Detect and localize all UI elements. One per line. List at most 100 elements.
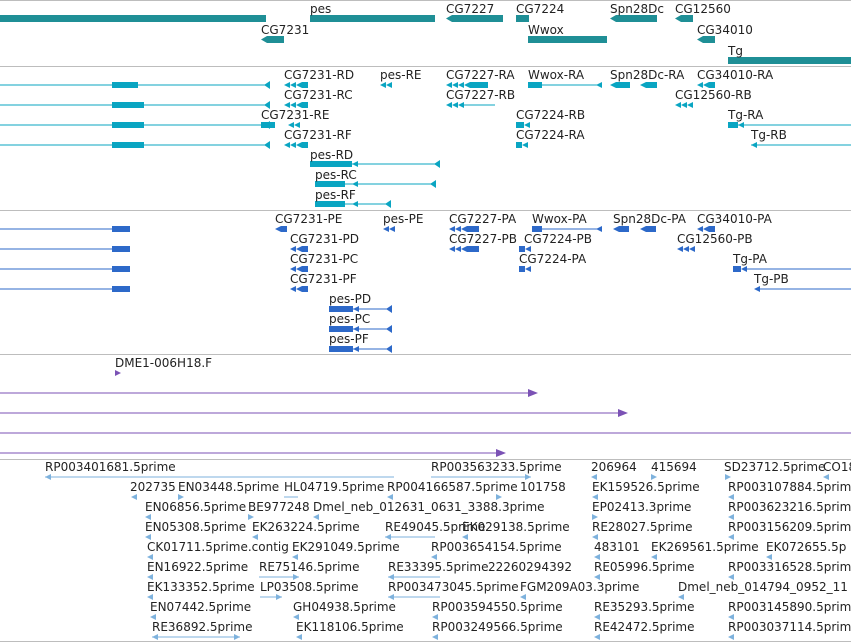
est-label[interactable]: RP003401681.5prime — [45, 460, 176, 474]
est-label[interactable]: EK072655.5p — [766, 540, 847, 554]
est-label[interactable]: EN05308.5prime — [145, 520, 247, 534]
est-label[interactable]: HL04719.5prime — [284, 480, 385, 494]
est-label[interactable]: RE33395.5prime — [388, 560, 489, 574]
est-label[interactable]: RE42472.5prime — [594, 620, 695, 634]
est-label[interactable]: EK159526.5prime — [592, 480, 700, 494]
est-label[interactable]: RP003249566.5prime — [432, 620, 563, 634]
gene-glyph[interactable] — [697, 36, 715, 43]
transcript-label[interactable]: pes-RD — [310, 148, 354, 162]
gene-label[interactable]: CG34010 — [697, 23, 753, 37]
est-label[interactable]: EK263224.5prime — [252, 520, 360, 534]
polypeptide-label[interactable]: CG34010-PA — [697, 212, 772, 226]
polypeptide-label[interactable]: CG7224-PA — [519, 252, 587, 266]
est-label[interactable]: EN16922.5prime — [147, 560, 249, 574]
est-label[interactable]: RE05996.5prime — [594, 560, 695, 574]
est-label[interactable]: RP003037114.5prime — [728, 620, 851, 634]
est-label[interactable]: 22260294392 — [488, 560, 572, 574]
clone-label[interactable]: DME1-006H18.F — [115, 356, 213, 370]
polypeptide-label[interactable]: pes-PC — [329, 312, 371, 326]
transcript-label[interactable]: CG7227-RB — [446, 88, 516, 102]
est-label[interactable]: RE75146.5prime — [259, 560, 360, 574]
polypeptide-label[interactable]: Tg-PB — [754, 272, 789, 286]
gene-label[interactable]: CG7231 — [261, 23, 310, 37]
gene-label[interactable]: Tg — [728, 44, 743, 58]
est-label[interactable]: EK291049.5prime — [292, 540, 400, 554]
transcript-label[interactable]: pes-RC — [315, 168, 357, 182]
est-label[interactable]: CK01711.5prime.contig — [147, 540, 289, 554]
polypeptide-label[interactable]: CG7231-PF — [290, 272, 357, 286]
gene-glyph[interactable] — [261, 36, 284, 43]
est-label[interactable]: RP003594550.5prime — [432, 600, 563, 614]
transcript-label[interactable]: CG12560-RB — [675, 88, 752, 102]
transcript-label[interactable]: pes-RE — [380, 68, 422, 82]
transcript-label[interactable]: Wwox-RA — [528, 68, 585, 82]
est-label[interactable]: SD23712.5prime — [724, 460, 826, 474]
gene-glyph[interactable] — [675, 15, 693, 22]
est-label[interactable]: EK133352.5prime — [147, 580, 255, 594]
polypeptide-label[interactable]: pes-PD — [329, 292, 372, 306]
est-label[interactable]: BE977248 — [248, 500, 310, 514]
est-label[interactable]: 202735 — [130, 480, 176, 494]
gene-glyph[interactable] — [446, 15, 503, 22]
est-label[interactable]: Dmel_neb_014794_0952_11 — [678, 580, 848, 594]
est-label[interactable]: RP003473045.5prime — [388, 580, 519, 594]
est-label[interactable]: 415694 — [651, 460, 697, 474]
gene-label[interactable]: Spn28Dc — [610, 2, 664, 16]
est-label[interactable]: EN03448.5prime — [178, 480, 280, 494]
transcript-label[interactable]: CG7224-RA — [516, 128, 585, 142]
transcript-label[interactable]: CG34010-RA — [697, 68, 774, 82]
est-label[interactable]: Dmel_neb_012631_0631_3388.3prime — [313, 500, 545, 514]
polypeptide-label[interactable]: CG7224-PB — [524, 232, 593, 246]
gene-label[interactable]: Wwox — [528, 23, 564, 37]
polypeptide-label[interactable]: CG7227-PB — [449, 232, 518, 246]
transcript-label[interactable]: Spn28Dc-RA — [610, 68, 685, 82]
est-label[interactable]: RE28027.5prime — [592, 520, 693, 534]
transcript-label[interactable]: CG7227-RA — [446, 68, 515, 82]
gene-glyph[interactable] — [516, 15, 529, 22]
est-label[interactable]: RP003316528.5prime — [728, 560, 851, 574]
polypeptide-label[interactable]: CG7231-PC — [290, 252, 359, 266]
est-label[interactable]: RE36892.5prime — [152, 620, 253, 634]
polypeptide-label[interactable]: Tg-PA — [733, 252, 767, 266]
gene-label[interactable]: CG7227 — [446, 2, 495, 16]
polypeptide-label[interactable]: CG12560-PB — [677, 232, 753, 246]
est-label[interactable]: RP003563233.5prime — [431, 460, 562, 474]
est-label[interactable]: EK269561.5prime — [651, 540, 759, 554]
transcript-label[interactable]: CG7231-RD — [284, 68, 355, 82]
est-label[interactable]: RP003623216.5prime — [728, 500, 851, 514]
gene-glyph[interactable] — [610, 15, 657, 22]
est-label[interactable]: RE49045.5prime — [385, 520, 486, 534]
transcript-label[interactable]: CG7224-RB — [516, 108, 586, 122]
est-label[interactable]: RE35293.5prime — [594, 600, 695, 614]
gene-glyph[interactable] — [728, 57, 851, 64]
transcript-label[interactable]: pes-RF — [315, 188, 356, 202]
gene-glyph[interactable] — [310, 15, 435, 22]
est-label[interactable]: EK118106.5prime — [296, 620, 404, 634]
est-label[interactable]: RP003107884.5prime — [728, 480, 851, 494]
polypeptide-label[interactable]: Spn28Dc-PA — [613, 212, 686, 226]
est-label[interactable]: GH04938.5prime — [293, 600, 396, 614]
est-label[interactable]: 483101 — [594, 540, 640, 554]
gene-label[interactable]: CG7224 — [516, 2, 565, 16]
transcript-label[interactable]: CG7231-RE — [261, 108, 330, 122]
transcript-label[interactable]: Tg-RA — [728, 108, 764, 122]
est-label[interactable]: EN06856.5prime — [145, 500, 247, 514]
transcript-label[interactable]: CG7231-RC — [284, 88, 353, 102]
est-label[interactable]: EN07442.5prime — [150, 600, 252, 614]
transcript-label[interactable]: Tg-RB — [751, 128, 787, 142]
gene-label[interactable]: pes — [310, 2, 332, 16]
est-label[interactable]: LP03508.5prime — [260, 580, 359, 594]
est-label[interactable]: EP02413.3prime — [592, 500, 692, 514]
transcript-label[interactable]: CG7231-RF — [284, 128, 352, 142]
gene-glyph[interactable] — [0, 15, 266, 22]
polypeptide-label[interactable]: CG7231-PE — [275, 212, 343, 226]
est-label[interactable]: 206964 — [591, 460, 637, 474]
polypeptide-label[interactable]: CG7227-PA — [449, 212, 517, 226]
est-label[interactable]: EK029138.5prime — [462, 520, 570, 534]
gene-label[interactable]: CG12560 — [675, 2, 731, 16]
polypeptide-label[interactable]: CG7231-PD — [290, 232, 360, 246]
gene-glyph[interactable] — [528, 36, 607, 43]
polypeptide-label[interactable]: pes-PE — [383, 212, 424, 226]
est-label[interactable]: 101758 — [520, 480, 566, 494]
polypeptide-label[interactable]: Wwox-PA — [532, 212, 587, 226]
